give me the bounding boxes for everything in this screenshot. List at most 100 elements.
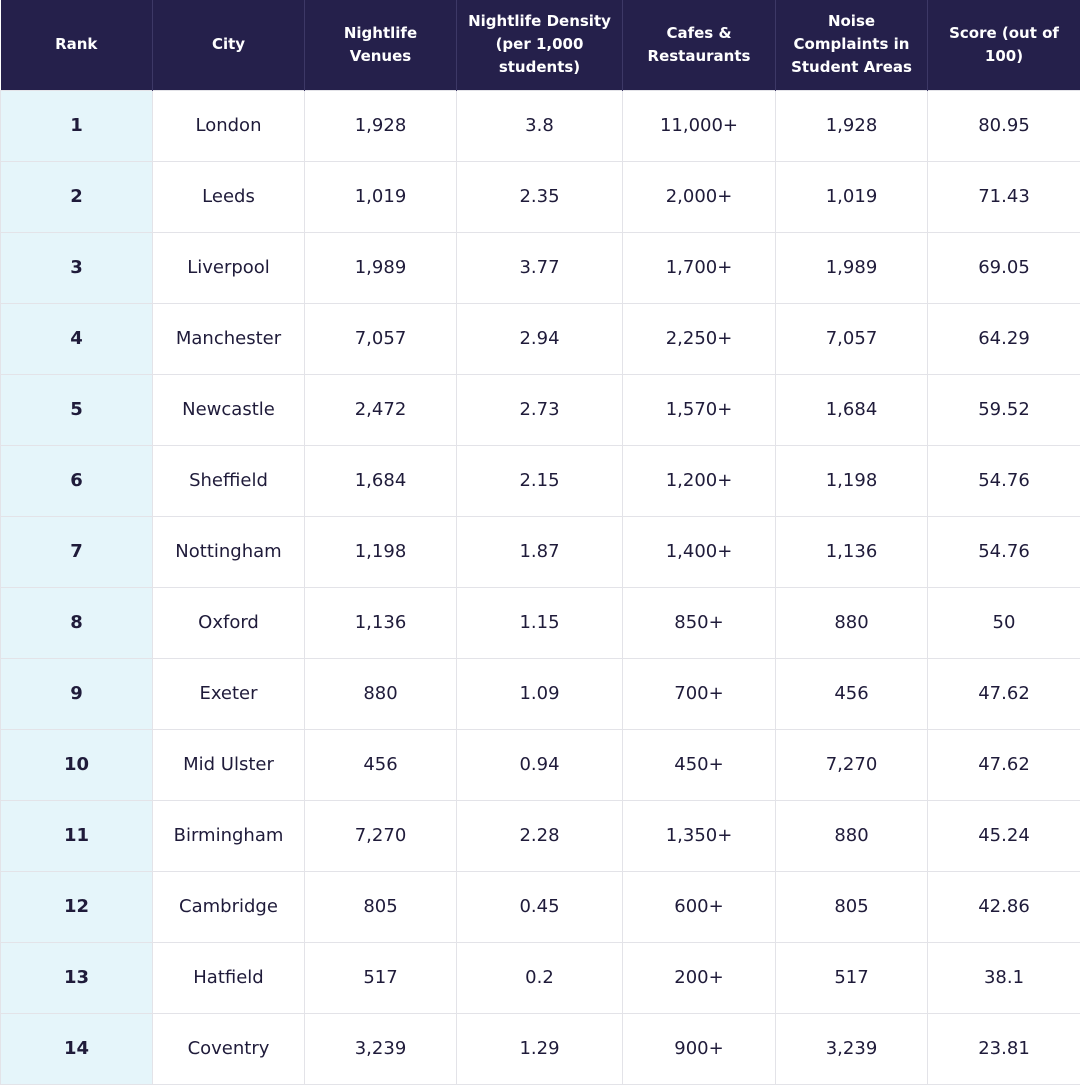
table-cell: 45.24: [928, 800, 1080, 871]
rank-cell: 8: [1, 587, 153, 658]
table-cell: 54.76: [928, 516, 1080, 587]
table-cell: 42.86: [928, 871, 1080, 942]
table-cell: 38.1: [928, 942, 1080, 1013]
column-header: Nightlife Venues: [305, 0, 457, 90]
table-cell: 7,057: [776, 303, 928, 374]
rank-cell: 9: [1, 658, 153, 729]
rank-cell: 6: [1, 445, 153, 516]
table-cell: 1,700+: [623, 232, 776, 303]
table-cell: 2,250+: [623, 303, 776, 374]
column-header: Rank: [1, 0, 153, 90]
rank-cell: 3: [1, 232, 153, 303]
table-cell: Leeds: [153, 161, 305, 232]
table-cell: 900+: [623, 1013, 776, 1084]
table-cell: 1,928: [305, 90, 457, 161]
column-header: Nightlife Density (per 1,000 students): [457, 0, 623, 90]
table-cell: 1.29: [457, 1013, 623, 1084]
table-cell: 0.94: [457, 729, 623, 800]
table-cell: 2.28: [457, 800, 623, 871]
table-cell: 600+: [623, 871, 776, 942]
table-cell: 1,350+: [623, 800, 776, 871]
table-cell: 1,136: [305, 587, 457, 658]
column-header: Noise Complaints in Student Areas: [776, 0, 928, 90]
table-cell: 3.8: [457, 90, 623, 161]
table-cell: London: [153, 90, 305, 161]
table-cell: 47.62: [928, 729, 1080, 800]
table-cell: 3,239: [776, 1013, 928, 1084]
table-cell: Oxford: [153, 587, 305, 658]
table-cell: Birmingham: [153, 800, 305, 871]
table-cell: 880: [776, 587, 928, 658]
table-cell: 805: [305, 871, 457, 942]
table-cell: Exeter: [153, 658, 305, 729]
table-cell: 1,928: [776, 90, 928, 161]
rank-cell: 5: [1, 374, 153, 445]
table-cell: 23.81: [928, 1013, 1080, 1084]
table-cell: Sheffield: [153, 445, 305, 516]
table-cell: 200+: [623, 942, 776, 1013]
table-cell: 2.15: [457, 445, 623, 516]
table-cell: 1,200+: [623, 445, 776, 516]
rank-cell: 1: [1, 90, 153, 161]
table-cell: 456: [776, 658, 928, 729]
table-cell: 50: [928, 587, 1080, 658]
table-cell: 59.52: [928, 374, 1080, 445]
table-cell: 80.95: [928, 90, 1080, 161]
table-cell: 69.05: [928, 232, 1080, 303]
table-cell: 2.73: [457, 374, 623, 445]
table-cell: 7,270: [776, 729, 928, 800]
rank-cell: 11: [1, 800, 153, 871]
rank-cell: 12: [1, 871, 153, 942]
table-cell: 1.15: [457, 587, 623, 658]
table-cell: 11,000+: [623, 90, 776, 161]
table-cell: Nottingham: [153, 516, 305, 587]
table-cell: 880: [776, 800, 928, 871]
table-cell: 1,198: [305, 516, 457, 587]
table-cell: 850+: [623, 587, 776, 658]
table-cell: 3,239: [305, 1013, 457, 1084]
table-cell: Hatfield: [153, 942, 305, 1013]
table-cell: 1,019: [305, 161, 457, 232]
table-cell: Coventry: [153, 1013, 305, 1084]
table-cell: 517: [305, 942, 457, 1013]
rank-cell: 2: [1, 161, 153, 232]
table-cell: 47.62: [928, 658, 1080, 729]
rank-cell: 4: [1, 303, 153, 374]
table-cell: 456: [305, 729, 457, 800]
rank-cell: 10: [1, 729, 153, 800]
table-cell: 1,989: [776, 232, 928, 303]
table-cell: 3.77: [457, 232, 623, 303]
table-cell: 450+: [623, 729, 776, 800]
table-cell: 64.29: [928, 303, 1080, 374]
rank-cell: 13: [1, 942, 153, 1013]
table-cell: 1,136: [776, 516, 928, 587]
table-cell: 54.76: [928, 445, 1080, 516]
table-cell: 71.43: [928, 161, 1080, 232]
table-cell: 805: [776, 871, 928, 942]
table-cell: 0.45: [457, 871, 623, 942]
table-cell: 880: [305, 658, 457, 729]
table-cell: 1,400+: [623, 516, 776, 587]
table-cell: Manchester: [153, 303, 305, 374]
table-cell: 1,989: [305, 232, 457, 303]
table-cell: 7,057: [305, 303, 457, 374]
table-cell: 1,684: [776, 374, 928, 445]
table-cell: 7,270: [305, 800, 457, 871]
table-cell: Mid Ulster: [153, 729, 305, 800]
table-cell: 1.87: [457, 516, 623, 587]
